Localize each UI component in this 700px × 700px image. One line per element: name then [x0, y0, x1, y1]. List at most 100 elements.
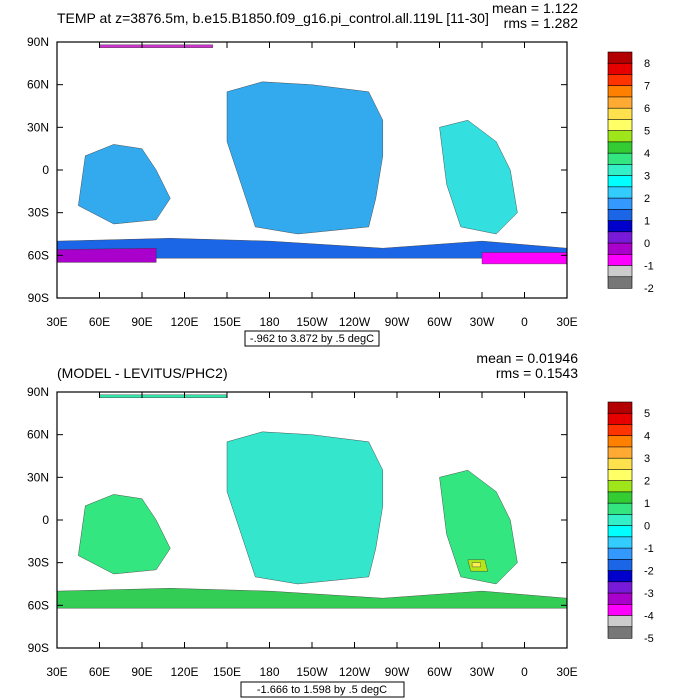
colorbar-label: 0: [644, 238, 650, 250]
colorbar-box: [607, 175, 633, 188]
x-tick-label: 0: [521, 665, 528, 679]
colorbar-label: 5: [644, 408, 650, 420]
x-tick-label: 90E: [131, 315, 152, 329]
x-tick-label: 30E: [46, 315, 67, 329]
panel-1-rms: rms = 1.282: [504, 15, 579, 31]
colorbar-label: -3: [644, 588, 654, 600]
x-tick-label: 120W: [339, 665, 371, 679]
colorbar-label: 4: [644, 148, 650, 160]
y-tick-label: 0: [42, 513, 49, 527]
x-tick-label: 30E: [556, 315, 577, 329]
y-tick-label: 90N: [27, 385, 49, 399]
colorbar-box: [607, 164, 633, 177]
colorbar-label: 4: [644, 431, 650, 443]
x-tick-label: 30W: [470, 665, 495, 679]
region-antarctic-bottom: [56, 247, 157, 263]
x-tick-label: 30E: [556, 665, 577, 679]
x-tick-label: 90E: [131, 665, 152, 679]
y-tick-label: 30S: [28, 556, 49, 570]
colorbar-box: [607, 514, 633, 527]
colorbar-label: 5: [644, 126, 650, 138]
colorbar-box: [607, 581, 633, 594]
colorbar-label: 7: [644, 81, 650, 93]
y-tick-label: 30N: [27, 470, 49, 484]
panel-2-rms: rms = 0.1543: [496, 365, 578, 381]
colorbar-box: [607, 401, 633, 414]
colorbar-box: [607, 615, 633, 628]
colorbar-box: [607, 74, 633, 87]
region-weddell: [481, 252, 568, 265]
region-pacific-basin: [226, 431, 383, 585]
region-southern-ocean-deep: [56, 238, 568, 259]
panel-2-range-label: -1.666 to 1.598 by .5 degC: [257, 684, 387, 696]
colorbar-label: 1: [644, 216, 650, 228]
panel-2-mean: mean = 0.01946: [476, 350, 578, 366]
region-north-atlantic: [439, 469, 518, 585]
y-tick-label: 0: [42, 163, 49, 177]
colorbar-box: [607, 502, 633, 515]
colorbar-label: 2: [644, 193, 650, 205]
x-tick-label: 150E: [213, 315, 241, 329]
x-tick-label: 60W: [427, 315, 452, 329]
x-tick-label: 60W: [427, 665, 452, 679]
x-tick-label: 0: [521, 315, 528, 329]
x-tick-label: 90W: [385, 315, 410, 329]
colorbar-box: [607, 96, 633, 109]
colorbar-box: [607, 626, 633, 639]
panel-2-range-box: [240, 681, 405, 698]
colorbar-label: -2: [644, 566, 654, 578]
y-tick-label: 60N: [27, 428, 49, 442]
colorbar-box: [607, 424, 633, 437]
colorbar-label: 3: [644, 171, 650, 183]
panel-1-range-label: -.962 to 3.872 by .5 degC: [250, 333, 374, 345]
panel-1-title: TEMP at z=3876.5m, b.e15.B1850.f09_g16.p…: [57, 10, 489, 26]
region-indian-ocean: [78, 494, 171, 575]
y-tick-label: 60S: [28, 248, 49, 262]
panel-1-colorbar: 8 7 6 5 4 3 2 1 0 -1 -2: [607, 51, 654, 295]
colorbar-box: [607, 570, 633, 583]
x-tick-label: 30W: [470, 315, 495, 329]
x-tick-label: 120E: [170, 665, 198, 679]
colorbar-box: [607, 119, 633, 132]
x-tick-label: 180: [259, 665, 279, 679]
x-tick-label: 120W: [339, 315, 371, 329]
region-pacific-basin: [226, 81, 383, 235]
colorbar-label: 6: [644, 103, 650, 115]
colorbar-box: [607, 547, 633, 560]
colorbar-box: [607, 152, 633, 165]
colorbar-box: [607, 107, 633, 121]
colorbar-box: [607, 51, 633, 64]
region-southern-ocean: [56, 588, 568, 609]
x-tick-label: 30E: [46, 665, 67, 679]
colorbar-box: [607, 491, 633, 504]
colorbar-box: [607, 253, 633, 267]
colorbar-box: [607, 265, 633, 278]
colorbar-label: 1: [644, 498, 650, 510]
y-tick-label: 30S: [28, 206, 49, 220]
panel-1-mean: mean = 1.122: [492, 0, 578, 16]
panel-2-title: (MODEL - LEVITUS/PHC2): [57, 365, 228, 381]
colorbar-box: [607, 276, 633, 289]
panel-2-map: [56, 394, 568, 609]
colorbar-box: [607, 435, 633, 448]
colorbar-label: -1: [644, 543, 654, 555]
colorbar-box: [607, 469, 633, 482]
y-tick-label: 90S: [28, 641, 49, 655]
panel-1-map: [56, 44, 568, 265]
colorbar-label: 0: [644, 521, 650, 533]
colorbar-box: [607, 412, 633, 426]
colorbar-label: 3: [644, 453, 650, 465]
colorbar-label: 2: [644, 476, 650, 488]
panel-2-colorbar: 5 4 3 2 1 0 -1 -2 -3 -4 -5: [607, 401, 654, 645]
colorbar-box: [607, 62, 633, 76]
colorbar-box: [607, 457, 633, 471]
x-tick-label: 60E: [89, 315, 110, 329]
y-tick-label: 30N: [27, 120, 49, 134]
x-tick-label: 60E: [89, 665, 110, 679]
colorbar-box: [607, 130, 633, 143]
x-tick-label: 150W: [296, 315, 328, 329]
colorbar-label: 8: [644, 58, 650, 70]
x-tick-label: 120E: [170, 315, 198, 329]
colorbar-box: [607, 186, 633, 199]
